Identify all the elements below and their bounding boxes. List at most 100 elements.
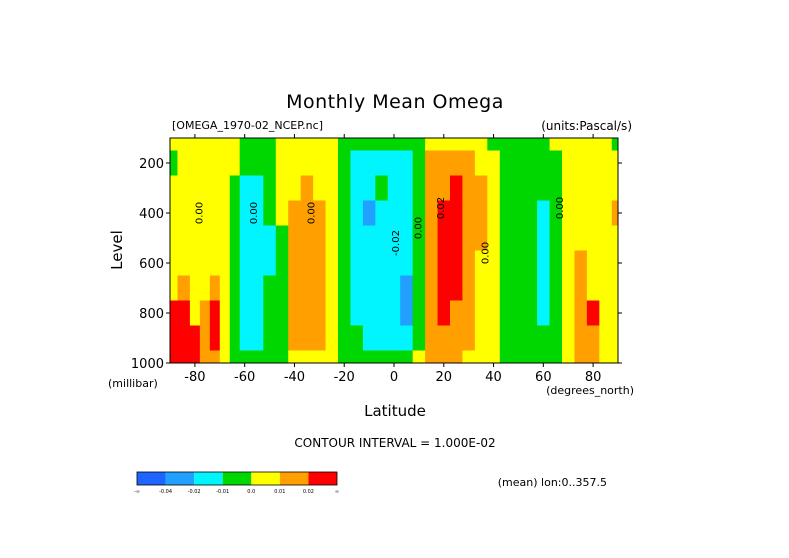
heatmap-cell xyxy=(177,175,191,202)
heatmap-cell xyxy=(189,138,201,152)
heatmap-cell xyxy=(199,250,211,277)
heatmap-cell xyxy=(362,275,376,302)
heatmap-cell xyxy=(487,350,501,363)
heatmap-cell xyxy=(425,138,439,152)
heatmap-cell xyxy=(574,300,588,327)
heatmap-cell xyxy=(189,175,201,202)
heatmap-cell xyxy=(199,200,211,227)
heatmap-cell xyxy=(300,138,314,152)
heatmap-cell xyxy=(375,350,389,363)
heatmap-cell xyxy=(574,225,588,252)
heatmap-cell xyxy=(450,150,464,177)
heatmap-cell xyxy=(288,138,302,152)
heatmap-cell xyxy=(462,138,476,152)
heatmap-cell xyxy=(437,138,451,152)
heatmap-cell xyxy=(586,275,600,302)
heatmap-cell xyxy=(239,138,252,152)
heatmap-cell xyxy=(599,275,613,302)
heatmap-cell xyxy=(170,200,179,227)
heatmap-cell xyxy=(462,325,476,352)
heatmap-cell xyxy=(219,150,231,177)
heatmap-cell xyxy=(412,275,426,302)
dataset-label: [OMEGA_1970-02_NCEP.nc] xyxy=(172,119,323,132)
y-axis-title: Level xyxy=(108,230,126,270)
heatmap-cell xyxy=(412,250,426,277)
heatmap-cell xyxy=(499,350,513,363)
heatmap-cell xyxy=(275,275,289,302)
heatmap-cell xyxy=(487,138,501,152)
heatmap-cell xyxy=(375,200,389,227)
colorbar: -∞ -0.04 -0.02 -0.01 0.0 0.01 0.02 ∞ xyxy=(134,471,339,495)
heatmap-cell xyxy=(325,250,339,277)
heatmap-cell xyxy=(499,200,513,227)
heatmap-cell xyxy=(209,300,221,327)
heatmap-cell xyxy=(549,175,563,202)
heatmap-cells xyxy=(170,138,618,363)
heatmap-cell xyxy=(425,275,439,302)
heatmap-cell xyxy=(288,250,302,277)
heatmap-cell xyxy=(487,300,501,327)
heatmap-cell xyxy=(250,225,264,252)
heatmap-cell xyxy=(537,300,551,327)
colorbar-label: -0.02 xyxy=(188,489,201,495)
heatmap-cell xyxy=(313,175,327,202)
heatmap-cell xyxy=(586,325,600,352)
heatmap-cell xyxy=(239,250,252,277)
heatmap-cell xyxy=(375,275,389,302)
heatmap-cell xyxy=(611,225,618,252)
heatmap-cell xyxy=(599,150,613,177)
heatmap-cell xyxy=(177,325,191,352)
colorbar-label: 0.0 xyxy=(247,489,255,495)
heatmap-cell xyxy=(599,138,613,152)
heatmap-cell xyxy=(450,325,464,352)
heatmap-cell xyxy=(300,300,314,327)
heatmap-cell xyxy=(288,325,302,352)
heatmap-cell xyxy=(524,250,538,277)
heatmap-cell xyxy=(425,175,439,202)
heatmap-cell xyxy=(574,275,588,302)
heatmap-cell xyxy=(288,200,302,227)
heatmap-cell xyxy=(250,250,264,277)
x-tick-label: 60 xyxy=(535,370,552,385)
heatmap-cell xyxy=(219,275,231,302)
heatmap-cell xyxy=(177,275,191,302)
heatmap-cell xyxy=(239,175,252,202)
heatmap-cell xyxy=(177,225,191,252)
heatmap-cell xyxy=(313,150,327,177)
heatmap-cell xyxy=(549,138,563,152)
heatmap-cell xyxy=(300,150,314,177)
heatmap-cell xyxy=(611,138,618,152)
heatmap-cell xyxy=(288,275,302,302)
heatmap-cell xyxy=(362,225,376,252)
heatmap-cell xyxy=(586,150,600,177)
heatmap-cell xyxy=(375,150,389,177)
heatmap-cell xyxy=(219,300,231,327)
colorbar-frame xyxy=(136,471,338,486)
heatmap-cell xyxy=(425,250,439,277)
heatmap-cell xyxy=(450,225,464,252)
heatmap-cell xyxy=(313,225,327,252)
heatmap-cell xyxy=(387,175,401,202)
heatmap-cell xyxy=(562,175,576,202)
heatmap-cell xyxy=(537,138,551,152)
heatmap-cell xyxy=(199,150,211,177)
heatmap-cell xyxy=(177,150,191,177)
heatmap-cell xyxy=(400,138,414,152)
colorbar-swatch xyxy=(279,472,309,485)
heatmap-cell xyxy=(219,350,231,363)
heatmap-cell xyxy=(325,200,339,227)
heatmap-cell xyxy=(487,325,501,352)
heatmap-cell xyxy=(474,200,488,227)
heatmap-cell xyxy=(338,138,352,152)
heatmap-cell xyxy=(400,175,414,202)
heatmap-cell xyxy=(437,175,451,202)
heatmap-cell xyxy=(599,250,613,277)
x-tick-label: -60 xyxy=(234,370,255,385)
heatmap-cell xyxy=(549,225,563,252)
heatmap-cell xyxy=(487,250,501,277)
heatmap-cell xyxy=(462,300,476,327)
heatmap-cell xyxy=(229,300,241,327)
heatmap-cell xyxy=(599,200,613,227)
heatmap-cell xyxy=(189,300,201,327)
